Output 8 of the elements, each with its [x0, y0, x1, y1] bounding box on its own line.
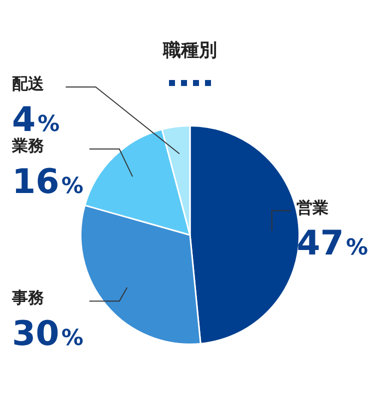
data-label: 16%	[12, 162, 84, 202]
data-label: 30%	[12, 314, 84, 354]
slice-label: 配送	[12, 74, 44, 94]
slice-label: 営業	[296, 198, 329, 217]
chart-title: 職種別	[162, 39, 218, 62]
slice-label: 事務	[11, 288, 45, 308]
data-label: 47%	[296, 224, 368, 264]
slice-label: 業務	[11, 136, 45, 156]
